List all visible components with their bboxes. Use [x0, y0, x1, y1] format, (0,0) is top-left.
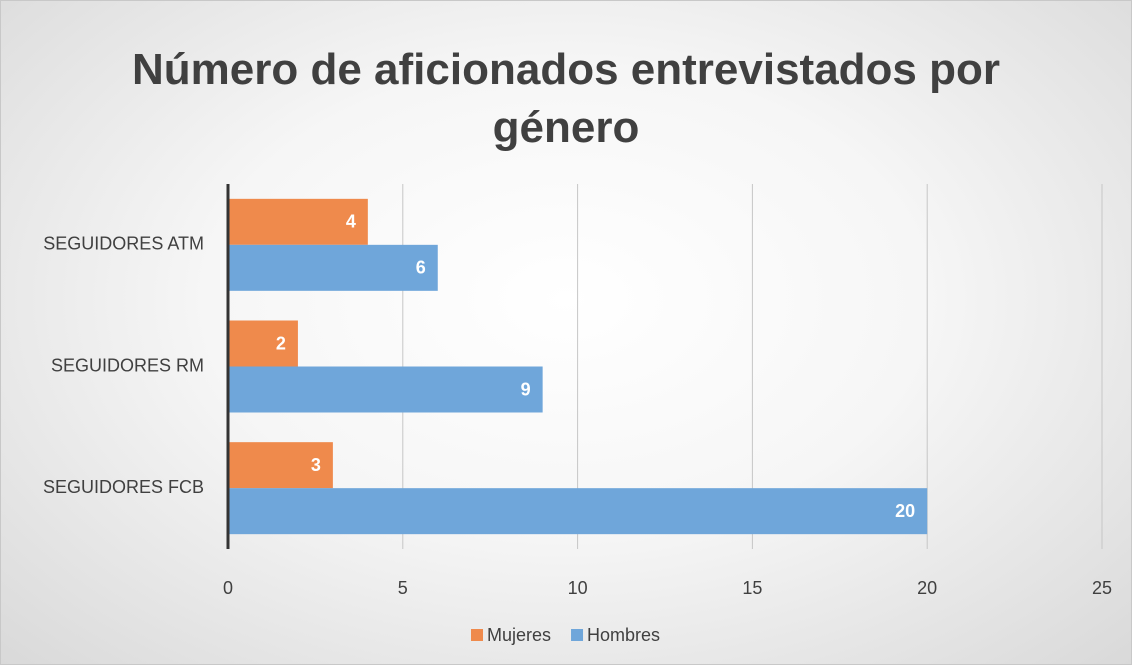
bar [228, 320, 298, 367]
bar [228, 488, 928, 535]
legend-label: Hombres [587, 625, 660, 645]
legend-swatch [571, 629, 584, 641]
chart-title: Número de aficionados entrevistados por … [132, 45, 1000, 152]
x-tick-label: 0 [223, 578, 233, 598]
data-label: 4 [346, 212, 356, 232]
legend-swatch [471, 629, 483, 641]
data-label: 2 [276, 333, 286, 353]
data-label: 3 [311, 455, 321, 475]
y-tick-label: SEGUIDORES ATM [43, 234, 204, 254]
y-tick-label: SEGUIDORES RM [51, 355, 204, 375]
bar [228, 442, 333, 489]
y-tick-label: SEGUIDORES FCB [43, 477, 204, 497]
x-tick-label: 5 [398, 578, 408, 598]
x-tick-label: 25 [1092, 578, 1112, 598]
legend-label: Mujeres [487, 625, 551, 645]
x-tick-label: 15 [742, 578, 762, 598]
data-label: 9 [521, 379, 531, 399]
x-tick-label: 10 [568, 578, 588, 598]
data-label: 6 [416, 258, 426, 278]
data-label: 20 [895, 501, 915, 521]
bar [228, 198, 368, 245]
bar [228, 366, 543, 413]
bar [228, 244, 438, 291]
x-tick-label: 20 [917, 578, 937, 598]
